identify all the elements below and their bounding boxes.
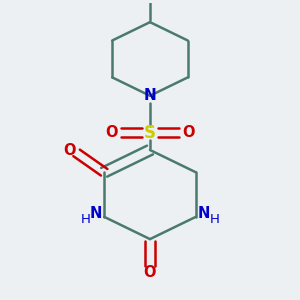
Text: O: O (63, 143, 76, 158)
Text: N: N (198, 206, 210, 221)
Text: O: O (182, 125, 194, 140)
Text: N: N (144, 88, 156, 103)
Text: S: S (144, 124, 156, 142)
Text: N: N (90, 206, 102, 221)
Text: O: O (144, 265, 156, 280)
Text: O: O (106, 125, 118, 140)
Text: H: H (209, 213, 219, 226)
Text: H: H (81, 213, 91, 226)
